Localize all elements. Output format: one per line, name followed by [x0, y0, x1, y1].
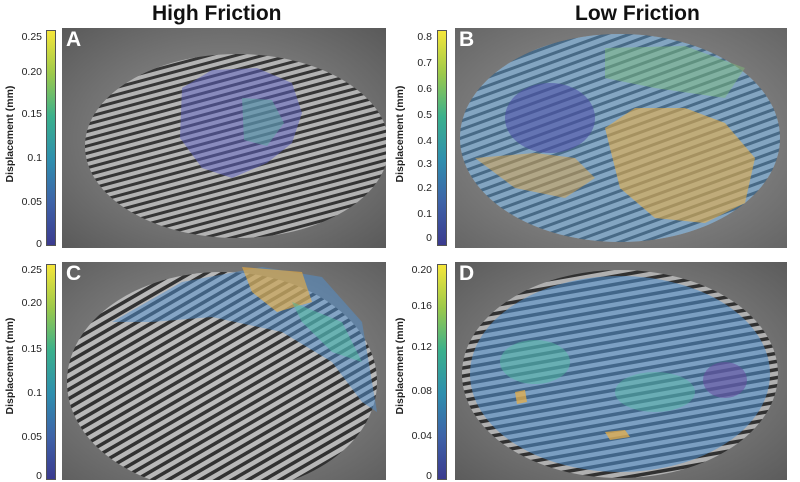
tick-label: 0 [426, 232, 432, 244]
tick-label: 0.15 [21, 343, 42, 355]
colorbar [46, 30, 56, 246]
tick-label: 0.4 [417, 135, 432, 147]
tick-label: 0.6 [417, 83, 432, 95]
low-friction-title: Low Friction [575, 2, 700, 25]
tick-label: 0.20 [411, 264, 432, 276]
tick-label: 0.05 [21, 431, 42, 443]
y-axis-label: Displacement (mm) [394, 317, 406, 415]
colorbar [437, 264, 447, 480]
tick-label: 0.12 [411, 341, 432, 353]
tick-label: 0.08 [411, 385, 432, 397]
tick-label: 0.20 [21, 297, 42, 309]
tick-label: 0 [426, 470, 432, 482]
high-friction-title: High Friction [152, 2, 282, 25]
tick-label: 0.7 [417, 57, 432, 69]
tick-label: 0.25 [21, 31, 42, 43]
tick-label: 0.16 [411, 300, 432, 312]
panel-letter: A [66, 28, 82, 51]
displacement-overlay [470, 276, 770, 472]
tick-label: 0.15 [21, 108, 42, 120]
panel-letter: C [66, 262, 82, 285]
panel-letter: D [459, 262, 475, 285]
tick-label: 0.1 [417, 208, 432, 220]
tick-label: 0.1 [27, 387, 42, 399]
tick-label: 0.20 [21, 66, 42, 78]
y-axis-label: Displacement (mm) [4, 317, 16, 415]
panel-letter: B [459, 28, 475, 51]
fingerprint-image: B [455, 28, 787, 248]
tick-label: 0.8 [417, 31, 432, 43]
colorbar [437, 30, 447, 246]
tick-label: 0.25 [21, 264, 42, 276]
displacement-overlay [112, 267, 377, 412]
tick-label: 0 [36, 238, 42, 250]
y-axis-label: Displacement (mm) [4, 85, 16, 183]
tick-label: 0.05 [21, 196, 42, 208]
fingerprint-image: D [455, 262, 787, 480]
tick-label: 0.04 [411, 430, 432, 442]
fingerprint-image: C [62, 262, 386, 480]
tick-label: 0.2 [417, 182, 432, 194]
displacement-overlay [180, 68, 302, 178]
tick-label: 0 [36, 470, 42, 482]
colorbar [46, 264, 56, 480]
tick-label: 0.1 [27, 152, 42, 164]
fingerprint-image: A [62, 28, 386, 248]
tick-label: 0.3 [417, 158, 432, 170]
tick-label: 0.5 [417, 109, 432, 121]
